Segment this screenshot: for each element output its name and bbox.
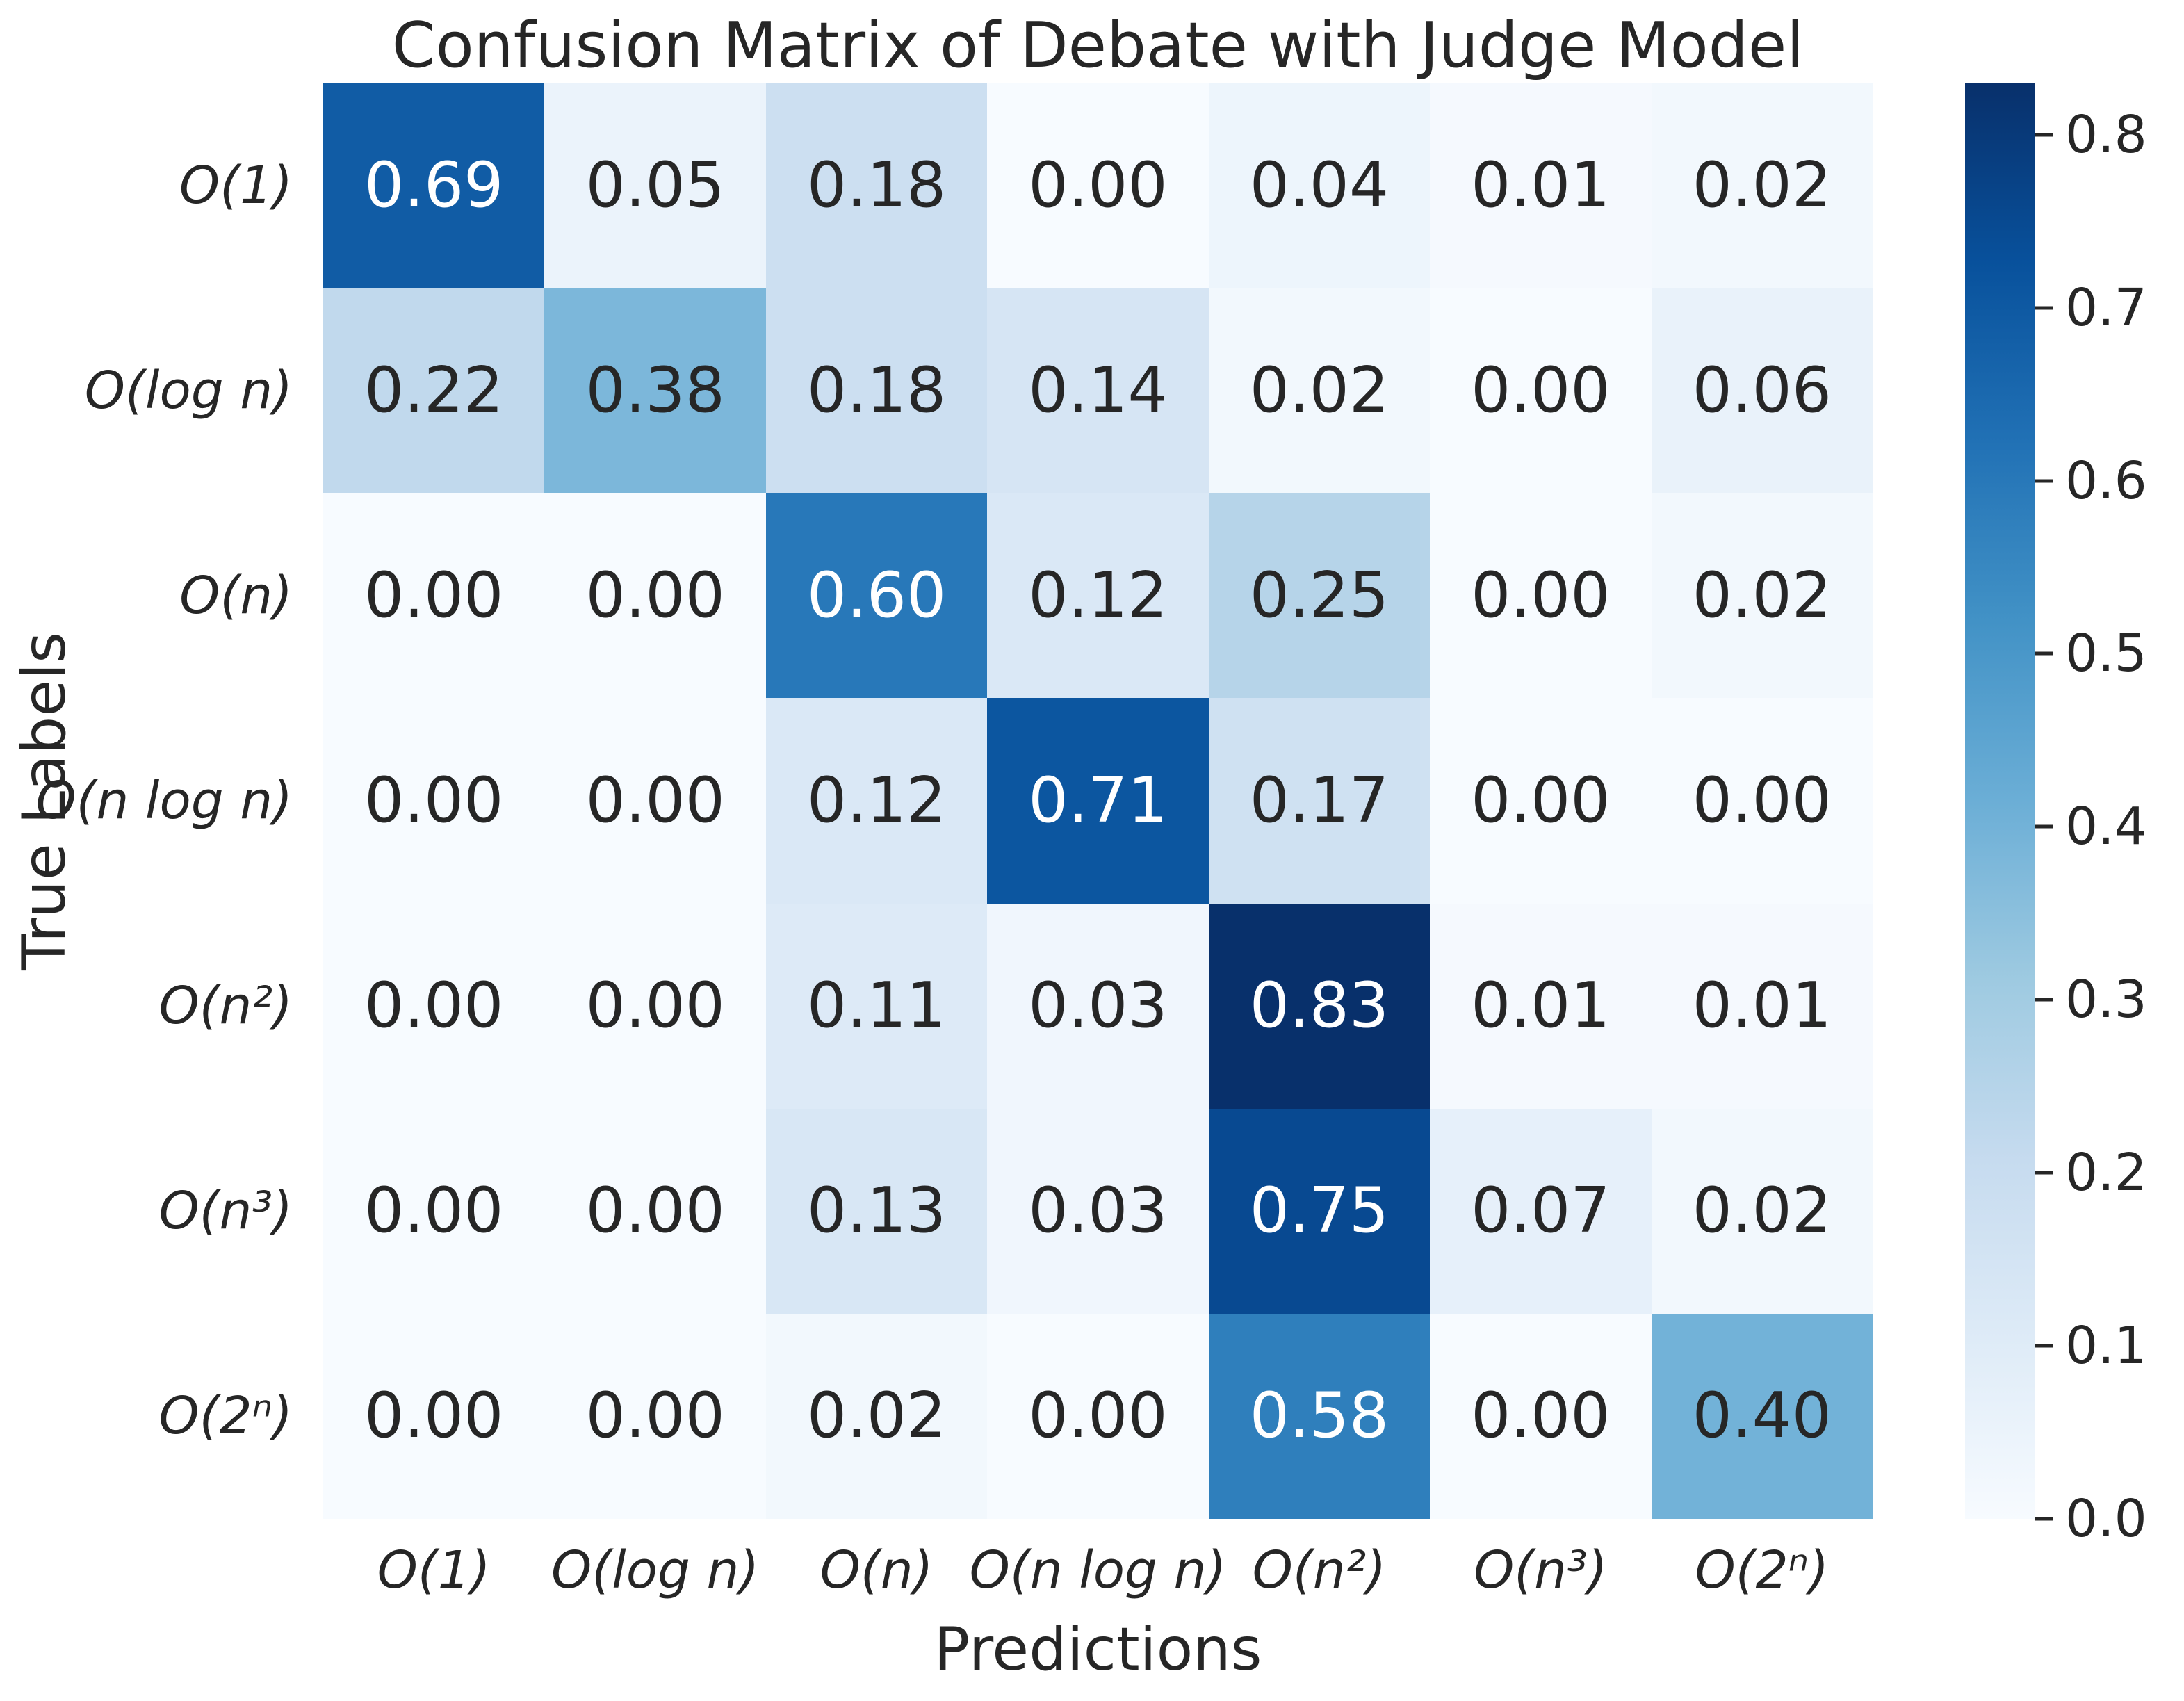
colorbar-tick-label: 0.7 [2065,277,2147,338]
heatmap-cell: 0.12 [987,493,1209,699]
heatmap-cell: 0.02 [1208,288,1431,494]
x-tick-label: O(1) [377,1540,491,1600]
heatmap-cell: 0.22 [323,288,545,494]
heatmap-cell: 0.13 [765,1108,988,1314]
heatmap-cell: 0.00 [544,1313,766,1519]
colorbar-tick-label: 0.6 [2065,450,2147,511]
heatmap-cell: 0.07 [1430,1108,1652,1314]
heatmap-cell: 0.03 [987,903,1209,1109]
heatmap-cell: 0.69 [323,83,545,288]
heatmap-grid: 0.69 0.05 0.18 0.00 0.04 0.01 0.02 0.22 0.38 0.18… [323,83,1873,1519]
heatmap-cell: 0.02 [765,1313,988,1519]
x-tick-label: O(2ⁿ) [1695,1540,1829,1600]
colorbar-tick-label: 0.0 [2065,1489,2147,1549]
heatmap-cell: 0.02 [1651,1108,1873,1314]
colorbar-tick-mark [2035,998,2053,1002]
colorbar-tick-label: 0.1 [2065,1316,2147,1376]
y-tick-label: O(log n) [84,360,293,421]
colorbar-tick-mark [2035,133,2053,137]
colorbar-tick-mark [2035,306,2053,310]
x-tick-label: O(n³) [1474,1540,1608,1600]
heatmap-cell: 0.03 [987,1108,1209,1314]
heatmap-cell: 0.11 [765,903,988,1109]
heatmap-cell: 0.01 [1651,903,1873,1109]
y-tick-labels: O(1) O(log n) O(n) O(n log n) O(n²) O(n³) O(2ⁿ… [0,83,308,1519]
colorbar-gradient [1965,83,2035,1519]
colorbar-tick-mark [2035,651,2053,656]
heatmap-cell: 0.00 [544,698,766,904]
colorbar-tick-mark [2035,824,2053,829]
heatmap-cell: 0.00 [987,1313,1209,1519]
y-tick-label: O(n²) [158,976,293,1036]
heatmap-cell: 0.17 [1208,698,1431,904]
heatmap-cell: 0.12 [765,698,988,904]
x-tick-label: O(n²) [1252,1540,1387,1600]
heatmap-cell: 0.01 [1430,83,1652,288]
heatmap-cell: 0.38 [544,288,766,494]
heatmap-cell: 0.83 [1208,903,1431,1109]
x-axis-title: Predictions [934,1615,1262,1684]
heatmap-cell: 0.00 [544,1108,766,1314]
colorbar [1965,83,2035,1519]
heatmap-cell: 0.04 [1208,83,1431,288]
colorbar-tick-mark [2035,1517,2053,1521]
heatmap-cell: 0.02 [1651,493,1873,699]
colorbar-tick-mark [2035,1344,2053,1348]
heatmap-cell: 0.00 [1430,1313,1652,1519]
heatmap-cell: 0.14 [987,288,1209,494]
heatmap-cell: 0.18 [765,288,988,494]
y-tick-label: O(n log n) [35,771,293,831]
colorbar-tick-label: 0.8 [2065,104,2147,165]
heatmap-cell: 0.40 [1651,1313,1873,1519]
heatmap-cell: 0.00 [1430,698,1652,904]
colorbar-tick-mark [2035,1171,2053,1175]
heatmap-cell: 0.00 [987,83,1209,288]
colorbar-tick-label: 0.2 [2065,1143,2147,1203]
colorbar-tick-label: 0.4 [2065,797,2147,857]
heatmap-cell: 0.00 [323,1313,545,1519]
heatmap-cell: 0.00 [1430,288,1652,494]
heatmap-cell: 0.00 [323,493,545,699]
heatmap-cell: 0.58 [1208,1313,1431,1519]
x-tick-label: O(n) [820,1540,934,1600]
heatmap-cell: 0.00 [323,1108,545,1314]
y-tick-label: O(n) [179,565,293,626]
heatmap-cell: 0.06 [1651,288,1873,494]
heatmap-cell: 0.18 [765,83,988,288]
colorbar-tick-mark [2035,479,2053,482]
heatmap-cell: 0.00 [544,903,766,1109]
heatmap-cell: 0.71 [987,698,1209,904]
heatmap-cell: 0.25 [1208,493,1431,699]
y-tick-label: O(1) [179,155,293,215]
heatmap-cell: 0.75 [1208,1108,1431,1314]
heatmap-cell: 0.02 [1651,83,1873,288]
y-tick-label: O(n³) [158,1181,293,1242]
heatmap-cell: 0.00 [1651,698,1873,904]
colorbar-axis: 0.0 0.1 0.2 0.3 0.4 0.5 0.6 0.7 0.8 [2035,83,2181,1545]
heatmap-cell: 0.60 [765,493,988,699]
heatmap-cell: 0.00 [1430,493,1652,699]
colorbar-tick-label: 0.3 [2065,970,2147,1030]
heatmap-cell: 0.01 [1430,903,1652,1109]
x-tick-label: O(n log n) [969,1540,1227,1600]
heatmap-cell: 0.00 [323,903,545,1109]
heatmap-cell: 0.00 [323,698,545,904]
colorbar-tick-label: 0.5 [2065,624,2147,684]
y-tick-label: O(2ⁿ) [158,1386,293,1447]
x-tick-labels: O(1) O(log n) O(n) O(n log n) O(n²) O(n³) O(2ⁿ… [323,1545,1873,1628]
chart-title: Confusion Matrix of Debate with Judge Mo… [391,9,1804,82]
heatmap-cell: 0.00 [544,493,766,699]
x-tick-label: O(log n) [551,1540,760,1600]
heatmap-cell: 0.05 [544,83,766,288]
